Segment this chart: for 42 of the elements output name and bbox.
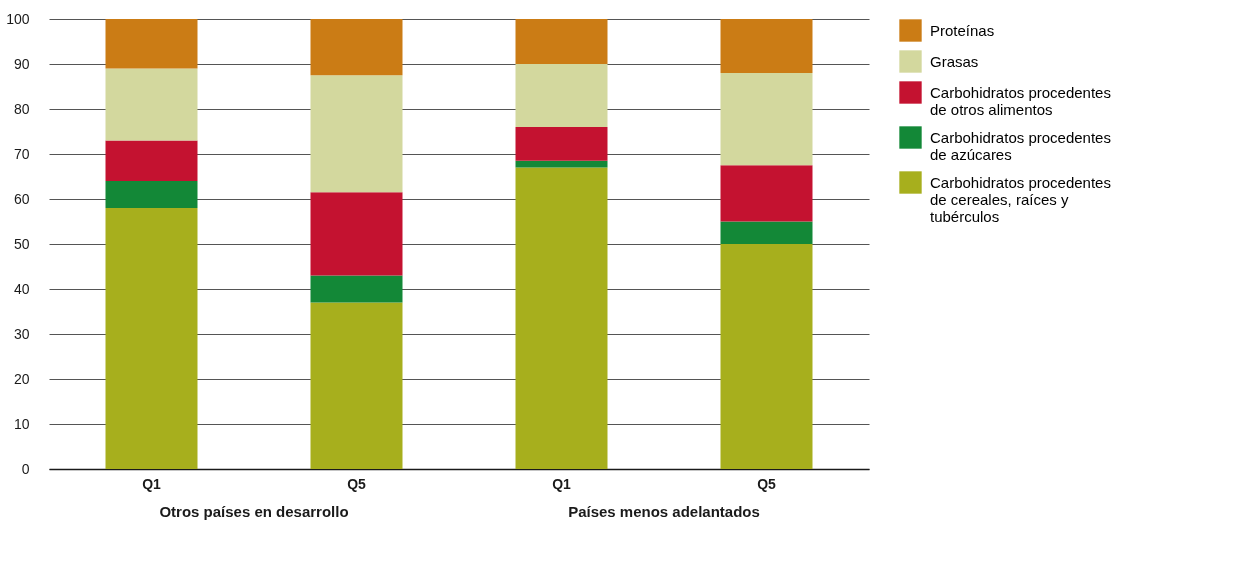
legend-label: Carbohidratos procedentes de otros alimentos bbox=[930, 83, 1111, 118]
legend-label: Carbohidratos procedentes de cereales, raíces y tubérculos bbox=[930, 173, 1111, 225]
bar bbox=[720, 244, 813, 469]
y-tick-label: 40 bbox=[13, 280, 30, 297]
x-tick-label: Q5 bbox=[347, 475, 367, 492]
y-tick-label: 70 bbox=[13, 145, 30, 162]
y-tick-label: 30 bbox=[13, 325, 30, 342]
bar bbox=[310, 192, 403, 276]
bar bbox=[105, 19, 198, 69]
x-tick-label: Q1 bbox=[552, 475, 572, 492]
bar bbox=[720, 165, 813, 222]
bar bbox=[105, 68, 198, 141]
y-tick-label: 20 bbox=[13, 370, 30, 387]
y-tick-label: 100 bbox=[6, 10, 30, 27]
text: Países menos adelantados bbox=[568, 503, 760, 520]
bar bbox=[515, 160, 608, 168]
x-tick-label: Q5 bbox=[757, 475, 777, 492]
y-tick-label: 10 bbox=[13, 415, 30, 432]
bar bbox=[515, 127, 608, 161]
bar bbox=[720, 19, 813, 73]
y-tick-label: 80 bbox=[13, 100, 30, 117]
bar bbox=[720, 73, 813, 166]
y-tick-label: 0 bbox=[21, 460, 30, 477]
bar bbox=[515, 64, 608, 127]
bar bbox=[105, 181, 198, 208]
legend-label: Carbohidratos procedentes de azúcares bbox=[930, 128, 1111, 163]
bar bbox=[310, 275, 403, 303]
bar bbox=[515, 167, 608, 469]
bar bbox=[720, 221, 813, 244]
x-tick-label: Q1 bbox=[142, 475, 162, 492]
legend-label: Proteínas bbox=[930, 21, 995, 39]
bar bbox=[310, 75, 403, 193]
y-tick-label: 50 bbox=[13, 235, 30, 252]
bar bbox=[105, 140, 198, 181]
y-tick-label: 60 bbox=[13, 190, 30, 207]
legend-label: Grasas bbox=[930, 52, 979, 70]
bar bbox=[105, 208, 198, 469]
y-tick-label: 90 bbox=[13, 55, 30, 72]
bar bbox=[310, 19, 403, 76]
bar bbox=[310, 302, 403, 469]
bar bbox=[515, 19, 608, 64]
text: Otros países en desarrollo bbox=[159, 503, 349, 520]
